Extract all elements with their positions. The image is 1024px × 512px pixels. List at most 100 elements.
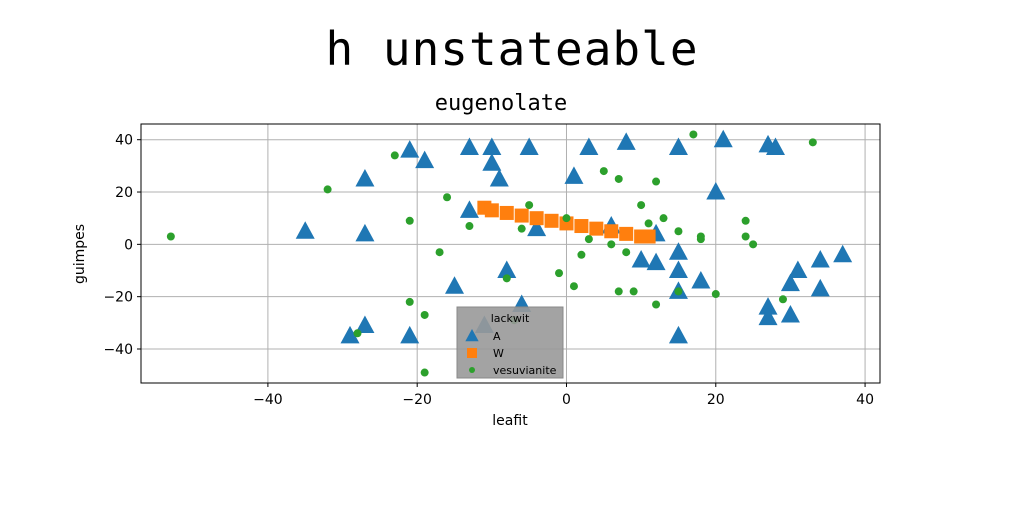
data-point-circle (584, 235, 593, 244)
data-point-square (484, 203, 499, 218)
legend-marker-circle (469, 367, 475, 373)
chart-title: eugenolate (435, 91, 567, 116)
data-point-square (574, 219, 589, 234)
data-point-circle (166, 232, 175, 241)
data-point-triangle (765, 137, 785, 156)
data-point-triangle (646, 252, 666, 271)
data-point-circle (443, 193, 452, 202)
data-point-triangle (668, 137, 688, 156)
data-point-circle (390, 151, 399, 160)
data-point-circle (696, 232, 705, 241)
data-point-circle (405, 297, 414, 306)
data-point-triangle (668, 260, 688, 279)
legend-label: W (493, 347, 504, 360)
data-point-triangle (631, 250, 651, 268)
data-point-circle (435, 248, 444, 257)
data-point-circle (502, 274, 511, 283)
data-point-triangle (400, 140, 420, 158)
data-point-triangle (355, 168, 375, 187)
data-point-circle (674, 227, 683, 236)
data-point-triangle (340, 325, 360, 344)
plot-frame (140, 123, 881, 384)
y-axis-label: guimpes (72, 224, 88, 284)
data-point-circle (599, 167, 608, 176)
y-tick-label: 40 (115, 133, 133, 149)
data-point-circle (749, 240, 758, 249)
data-point-circle (555, 269, 564, 278)
data-point-circle (629, 287, 638, 296)
data-point-circle (420, 310, 429, 319)
data-point-triangle (355, 223, 375, 242)
data-point-triangle (668, 325, 688, 344)
data-point-square (589, 221, 604, 236)
data-point-triangle (579, 137, 599, 156)
data-point-triangle (668, 242, 688, 260)
data-point-circle (659, 214, 668, 223)
data-point-triangle (616, 132, 636, 150)
data-point-circle (577, 250, 586, 259)
axis-ticks: −40 −20 0 20 40 −40 −20 0 20 40 (103, 133, 874, 408)
data-point-square (604, 224, 619, 239)
data-point-circle (637, 201, 646, 210)
legend-label: A (493, 330, 501, 343)
data-point-circle (607, 240, 616, 249)
data-point-circle (778, 295, 787, 304)
series-a (295, 129, 853, 344)
data-point-circle (652, 177, 661, 186)
data-point-triangle (788, 260, 808, 279)
data-point-circle (711, 290, 720, 299)
y-tick-label: 20 (115, 185, 133, 201)
data-series (166, 129, 853, 377)
figure-suptitle: h unstateable (325, 22, 699, 76)
x-tick-label: 20 (707, 392, 725, 408)
x-axis-label: leafit (492, 413, 528, 429)
data-point-triangle (758, 307, 778, 326)
data-point-square (529, 211, 544, 226)
data-point-circle (622, 248, 631, 257)
data-point-circle (652, 300, 661, 309)
data-point-circle (741, 216, 750, 225)
data-point-triangle (691, 270, 711, 289)
x-tick-label: −20 (402, 392, 432, 408)
legend-title: lackwit (491, 312, 530, 325)
data-point-square (641, 229, 656, 244)
data-point-circle (353, 329, 362, 338)
data-point-triangle (482, 137, 502, 156)
data-point-triangle (355, 315, 375, 333)
data-point-circle (644, 219, 653, 228)
data-point-circle (420, 368, 429, 377)
data-point-triangle (713, 129, 733, 148)
data-point-square (514, 208, 529, 223)
data-point-triangle (459, 137, 479, 156)
data-point-triangle (810, 250, 830, 268)
data-point-circle (689, 130, 698, 139)
data-point-circle (741, 232, 750, 241)
y-tick-label: −20 (103, 290, 133, 306)
legend-marker-square (467, 348, 477, 358)
data-point-circle (465, 222, 474, 231)
x-tick-label: −40 (253, 392, 283, 408)
data-point-circle (517, 224, 526, 233)
data-point-circle (674, 287, 683, 296)
data-point-circle (323, 185, 332, 194)
data-point-triangle (810, 278, 830, 297)
data-point-circle (405, 216, 414, 225)
data-point-triangle (833, 244, 853, 263)
data-point-triangle (519, 137, 539, 156)
data-point-triangle (780, 304, 800, 323)
legend-box (456, 306, 564, 379)
legend-marker-triangle (465, 329, 479, 342)
legend-label: vesuvianite (493, 364, 557, 377)
data-point-circle (614, 287, 623, 296)
data-point-triangle (706, 182, 726, 200)
data-point-triangle (459, 200, 479, 218)
data-point-triangle (489, 168, 509, 187)
data-point-triangle (400, 325, 420, 344)
data-point-triangle (564, 166, 584, 184)
data-point-triangle (780, 273, 800, 292)
data-point-circle (808, 138, 817, 147)
x-tick-label: 40 (856, 392, 874, 408)
